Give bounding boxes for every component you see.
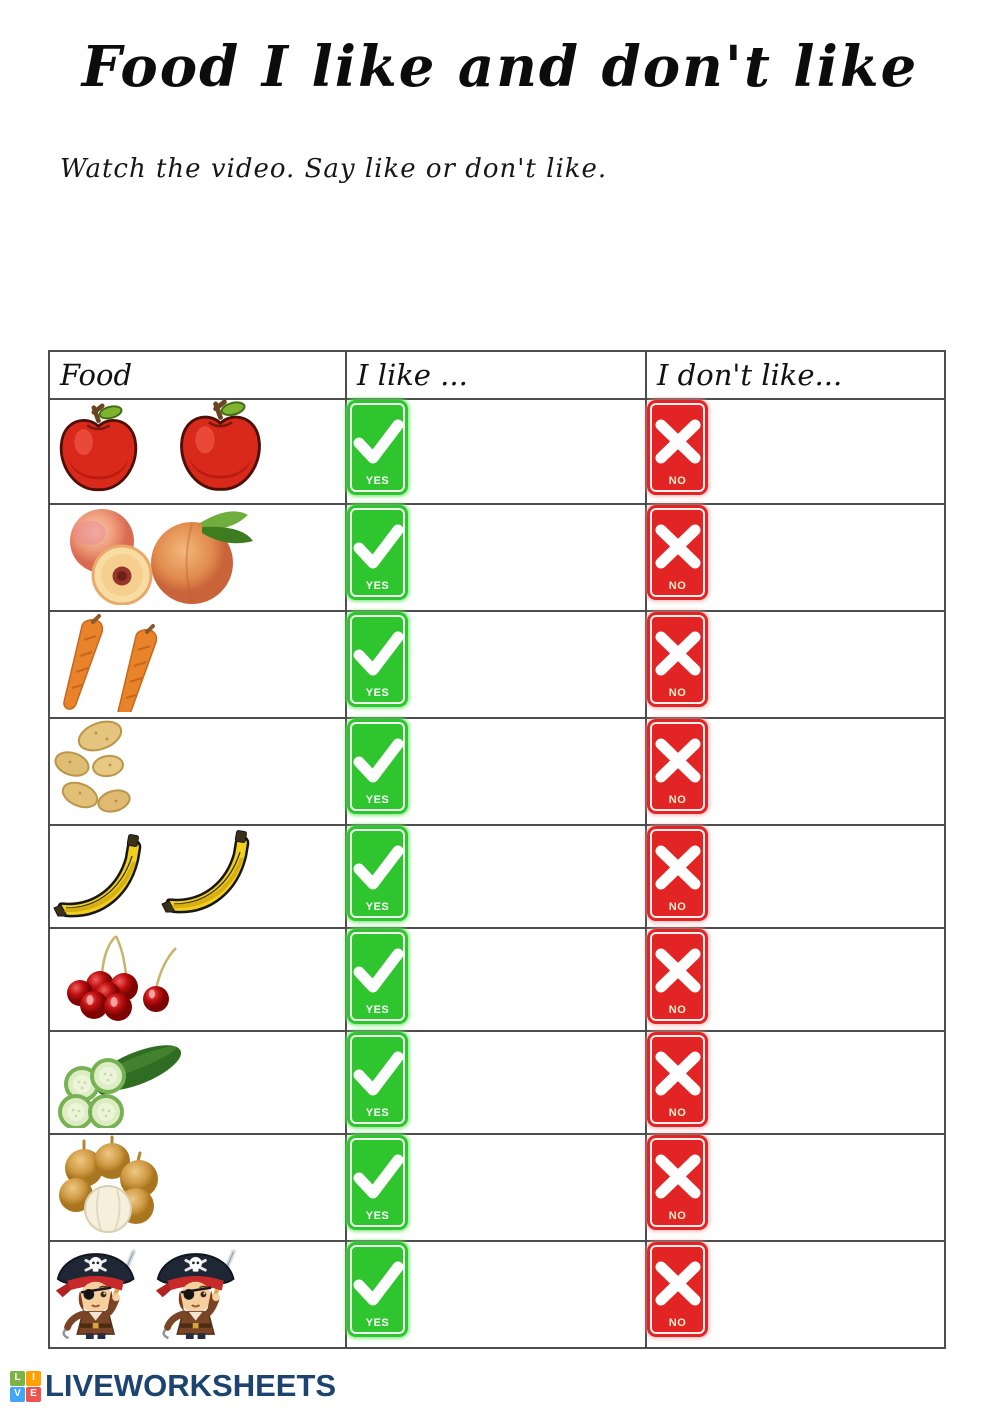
no-button-potatoes[interactable]: NO [647,719,708,814]
no-button-cucumber[interactable]: NO [647,1032,708,1127]
no-button-apples[interactable]: NO [647,400,708,495]
cherries-image [67,935,177,1021]
yes-button-bananas[interactable]: YES [347,826,408,921]
no-label: NO [668,1004,687,1016]
x-icon [650,626,706,678]
check-icon [350,1256,406,1308]
peaches-image [70,509,253,606]
yes-button-apples[interactable]: YES [347,400,408,495]
yes-label: YES [365,580,390,592]
no-button-peaches[interactable]: NO [647,505,708,600]
table-row-apples: YES NO [48,399,946,505]
logo-tile-l: L [10,1370,25,1386]
x-icon [650,1149,706,1201]
no-button-cherries[interactable]: NO [647,929,708,1024]
yes-button-peaches[interactable]: YES [347,505,408,600]
table-row-cherries: YES NO [48,927,946,1032]
yes-label: YES [365,1004,390,1016]
yes-button-cherries[interactable]: YES [347,929,408,1024]
yes-button-pirates[interactable]: YES [347,1242,408,1337]
food-table: Food I like ... I don't like... YES [48,350,946,1349]
check-icon [350,733,406,785]
check-icon [350,840,406,892]
x-icon [650,414,706,466]
instructions-text: Watch the video. Say like or don't like. [60,154,608,184]
brand-name: LIVEWORKSHEETS [45,1368,337,1403]
no-button-pirates[interactable]: NO [647,1242,708,1337]
carrots-image [61,614,159,722]
logo-tile-i: I [26,1370,41,1386]
no-label: NO [668,794,687,806]
no-label: NO [668,1317,687,1329]
yes-button-potatoes[interactable]: YES [347,719,408,814]
yes-button-onions[interactable]: YES [347,1135,408,1230]
x-icon [650,733,706,785]
column-header-i-like: I like ... [345,350,647,400]
table-row-peaches: YES NO [48,503,946,612]
logo-tile-v: V [10,1386,25,1402]
footer: L I V E LIVEWORKSHEETS [10,1368,336,1404]
apples-image [50,400,285,498]
yes-label: YES [365,794,390,806]
column-header-i-dont-like: I don't like... [645,350,946,400]
no-label: NO [668,1210,687,1222]
x-icon [650,1256,706,1308]
check-icon [350,1046,406,1098]
check-icon [350,943,406,995]
table-row-bananas: YES NO [48,824,946,929]
yes-label: YES [365,475,390,487]
table-row-onions: YES NO [48,1133,946,1242]
no-label: NO [668,901,687,913]
yes-label: YES [365,1317,390,1329]
potatoes-image [54,720,131,813]
check-icon [350,519,406,571]
no-label: NO [668,687,687,699]
table-row-potatoes: YES NO [48,717,946,826]
check-icon [350,414,406,466]
yes-label: YES [365,687,390,699]
header-row: Food I like ... I don't like... [48,350,946,400]
no-button-onions[interactable]: NO [647,1135,708,1230]
no-label: NO [668,580,687,592]
pirates-image [50,1242,245,1342]
x-icon [650,943,706,995]
x-icon [650,840,706,892]
yes-button-carrots[interactable]: YES [347,612,408,707]
yes-label: YES [365,1210,390,1222]
table-row-cucumber: YES NO [48,1030,946,1135]
no-label: NO [668,475,687,487]
table-row-carrots: YES NO [48,610,946,722]
check-icon [350,626,406,678]
x-icon [650,1046,706,1098]
liveworksheets-logo-icon: L I V E [10,1370,41,1402]
table-row-pirates: YES NO [48,1240,946,1349]
page-title: Food I like and don't like [81,34,919,100]
logo-tile-e: E [26,1386,41,1402]
yes-label: YES [365,901,390,913]
no-label: NO [668,1107,687,1119]
column-header-food: Food [48,350,347,400]
check-icon [350,1149,406,1201]
x-icon [650,519,706,571]
onions-image [59,1135,158,1233]
bananas-image [52,828,250,918]
no-button-carrots[interactable]: NO [647,612,708,707]
yes-button-cucumber[interactable]: YES [347,1032,408,1127]
yes-label: YES [365,1107,390,1119]
cucumber-image [58,1045,182,1130]
no-button-bananas[interactable]: NO [647,826,708,921]
